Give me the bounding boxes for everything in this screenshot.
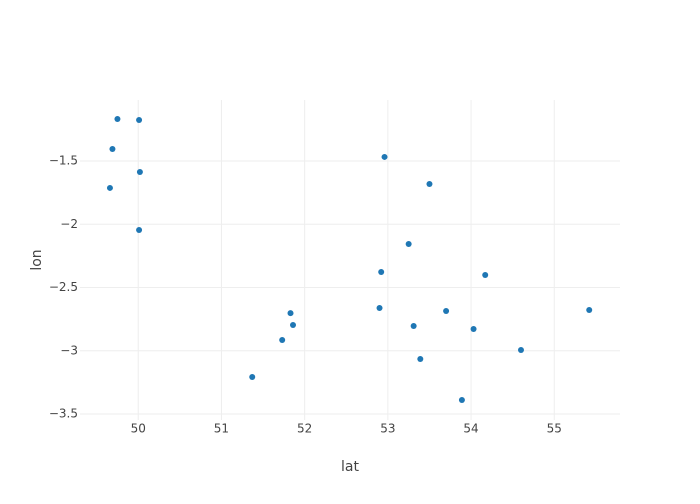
x-tick-label: 55: [547, 422, 562, 436]
point: [381, 153, 388, 160]
point: [106, 184, 113, 191]
y-tick-label: −3: [60, 343, 78, 357]
point: [482, 271, 489, 278]
x-axis-title: lat: [341, 459, 359, 475]
point: [290, 321, 297, 328]
point: [443, 308, 450, 315]
point: [426, 181, 433, 188]
point: [517, 347, 524, 354]
x-tick-label: 52: [297, 422, 312, 436]
y-tick-label: −3.5: [49, 407, 78, 421]
point: [417, 356, 424, 363]
point: [287, 310, 294, 317]
point: [109, 145, 116, 152]
y-tick-label: −2.5: [49, 280, 78, 294]
x-tick-label: 51: [214, 422, 229, 436]
x-tick-label: 50: [131, 422, 146, 436]
point: [376, 305, 383, 312]
point: [114, 115, 121, 122]
point: [279, 337, 286, 344]
point: [249, 373, 256, 380]
point: [470, 326, 477, 333]
x-tick-label: 54: [463, 422, 478, 436]
point: [405, 240, 412, 247]
point: [378, 268, 385, 275]
point: [136, 116, 143, 123]
point: [136, 168, 143, 175]
point: [136, 226, 143, 233]
y-tick-label: −2: [60, 217, 78, 231]
y-axis-title: lon: [29, 249, 45, 270]
x-tick-label: 53: [380, 422, 395, 436]
point: [586, 307, 593, 314]
point: [458, 397, 465, 404]
y-tick-label: −1.5: [49, 153, 78, 167]
point: [410, 322, 417, 329]
